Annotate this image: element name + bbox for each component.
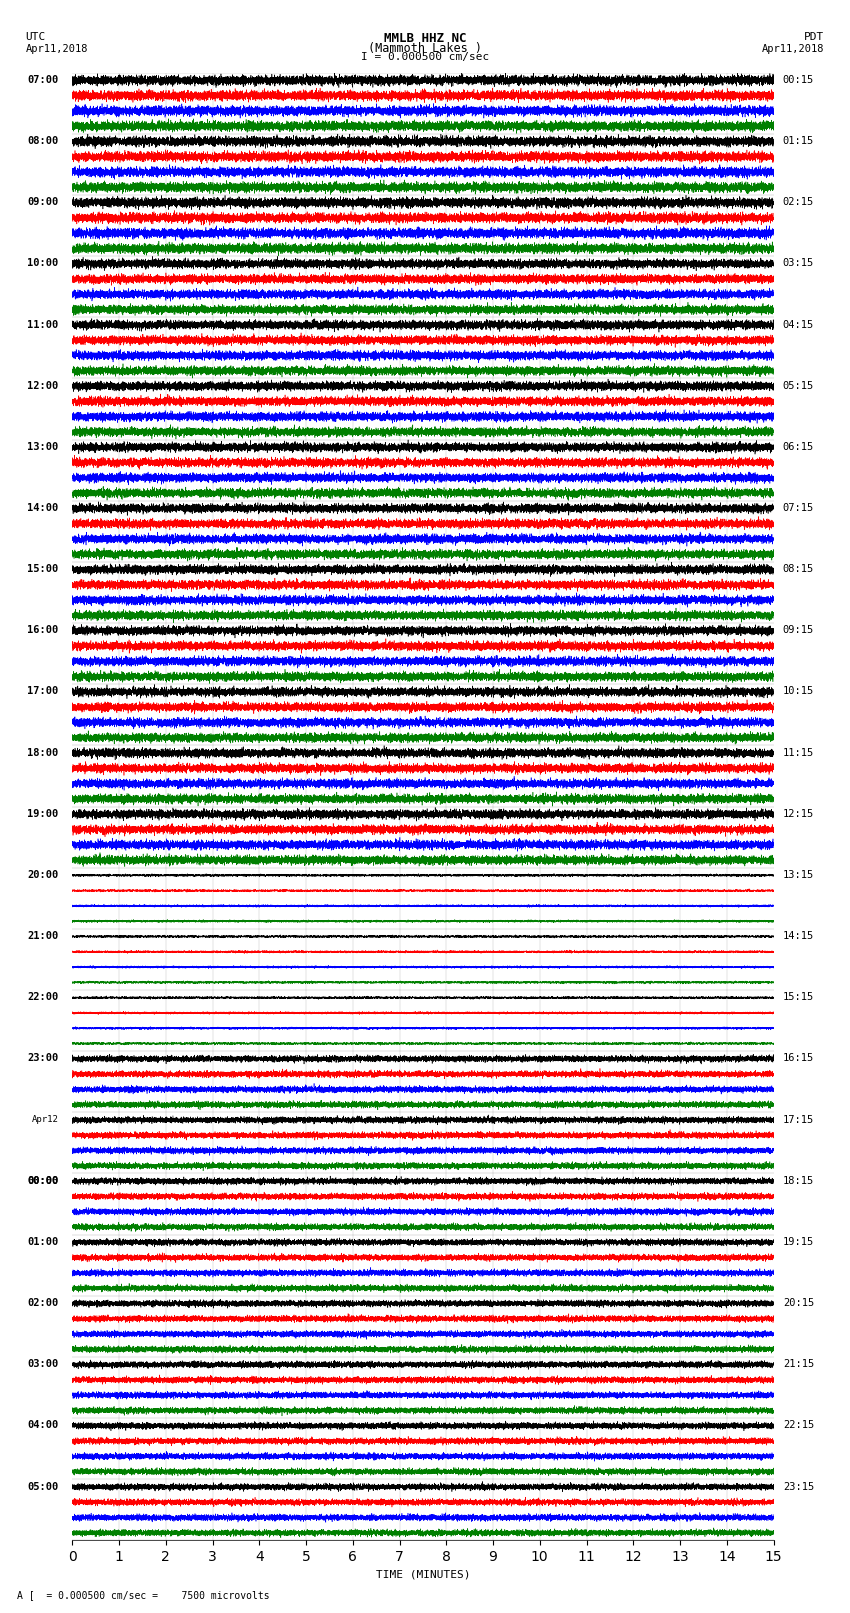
Text: I = 0.000500 cm/sec: I = 0.000500 cm/sec xyxy=(361,52,489,61)
Text: 16:00: 16:00 xyxy=(27,626,58,636)
Text: 06:15: 06:15 xyxy=(783,442,814,452)
Text: 16:15: 16:15 xyxy=(783,1053,814,1063)
Text: 17:00: 17:00 xyxy=(27,687,58,697)
Text: MMLB HHZ NC: MMLB HHZ NC xyxy=(383,32,467,45)
Text: 21:15: 21:15 xyxy=(783,1360,814,1369)
Text: 23:15: 23:15 xyxy=(783,1482,814,1492)
Text: 13:00: 13:00 xyxy=(27,442,58,452)
Text: 12:00: 12:00 xyxy=(27,381,58,390)
Text: 08:00: 08:00 xyxy=(27,135,58,147)
Text: Apr11,2018: Apr11,2018 xyxy=(26,44,88,53)
Text: 15:15: 15:15 xyxy=(783,992,814,1002)
Text: 22:15: 22:15 xyxy=(783,1421,814,1431)
Text: 00:00: 00:00 xyxy=(27,1176,58,1186)
Text: 10:00: 10:00 xyxy=(27,258,58,268)
Text: 22:00: 22:00 xyxy=(27,992,58,1002)
Text: 09:15: 09:15 xyxy=(783,626,814,636)
Text: 20:15: 20:15 xyxy=(783,1298,814,1308)
Text: 03:00: 03:00 xyxy=(27,1360,58,1369)
Text: 04:00: 04:00 xyxy=(27,1421,58,1431)
Text: A [  = 0.000500 cm/sec =    7500 microvolts: A [ = 0.000500 cm/sec = 7500 microvolts xyxy=(17,1590,269,1600)
Text: 20:00: 20:00 xyxy=(27,869,58,881)
Text: 17:15: 17:15 xyxy=(783,1115,814,1124)
Text: 12:15: 12:15 xyxy=(783,808,814,819)
Text: 01:00: 01:00 xyxy=(27,1237,58,1247)
Text: 14:00: 14:00 xyxy=(27,503,58,513)
Text: 15:00: 15:00 xyxy=(27,565,58,574)
Text: 02:00: 02:00 xyxy=(27,1298,58,1308)
Text: 11:00: 11:00 xyxy=(27,319,58,329)
Text: 19:15: 19:15 xyxy=(783,1237,814,1247)
Text: 04:15: 04:15 xyxy=(783,319,814,329)
Text: 18:00: 18:00 xyxy=(27,748,58,758)
Text: 01:15: 01:15 xyxy=(783,135,814,147)
Text: 03:15: 03:15 xyxy=(783,258,814,268)
Text: 09:00: 09:00 xyxy=(27,197,58,206)
X-axis label: TIME (MINUTES): TIME (MINUTES) xyxy=(376,1569,470,1579)
Text: 02:15: 02:15 xyxy=(783,197,814,206)
Text: 19:00: 19:00 xyxy=(27,808,58,819)
Text: 11:15: 11:15 xyxy=(783,748,814,758)
Text: 00:00: 00:00 xyxy=(27,1176,58,1186)
Text: 05:00: 05:00 xyxy=(27,1482,58,1492)
Text: 05:15: 05:15 xyxy=(783,381,814,390)
Text: 10:15: 10:15 xyxy=(783,687,814,697)
Text: 07:00: 07:00 xyxy=(27,74,58,85)
Text: Apr12: Apr12 xyxy=(31,1115,58,1124)
Text: 21:00: 21:00 xyxy=(27,931,58,940)
Text: UTC: UTC xyxy=(26,32,46,42)
Text: PDT: PDT xyxy=(804,32,824,42)
Text: 07:15: 07:15 xyxy=(783,503,814,513)
Text: 08:15: 08:15 xyxy=(783,565,814,574)
Text: 18:15: 18:15 xyxy=(783,1176,814,1186)
Text: 14:15: 14:15 xyxy=(783,931,814,940)
Text: 23:00: 23:00 xyxy=(27,1053,58,1063)
Text: 00:15: 00:15 xyxy=(783,74,814,85)
Text: (Mammoth Lakes ): (Mammoth Lakes ) xyxy=(368,42,482,55)
Text: 13:15: 13:15 xyxy=(783,869,814,881)
Text: Apr11,2018: Apr11,2018 xyxy=(762,44,824,53)
